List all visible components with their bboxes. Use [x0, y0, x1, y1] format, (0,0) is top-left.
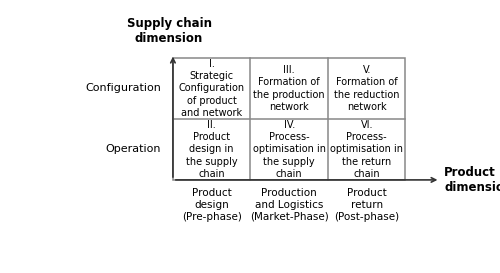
- Text: Product
return
(Post-phase): Product return (Post-phase): [334, 188, 400, 221]
- Text: V.
Formation of
the reduction
network: V. Formation of the reduction network: [334, 65, 400, 112]
- Bar: [173, 58, 406, 180]
- Text: VI.
Process-
optimisation in
the return
chain: VI. Process- optimisation in the return …: [330, 120, 403, 179]
- Text: Operation: Operation: [106, 144, 162, 155]
- Text: Product
dimension: Product dimension: [444, 166, 500, 194]
- Text: Configuration: Configuration: [86, 84, 162, 93]
- Text: II.
Product
design in
the supply
chain: II. Product design in the supply chain: [186, 120, 238, 179]
- Text: I.
Strategic
Configuration
of product
and network: I. Strategic Configuration of product an…: [178, 59, 244, 118]
- Text: IV.
Process-
optimisation in
the supply
chain: IV. Process- optimisation in the supply …: [252, 120, 326, 179]
- Text: Production
and Logistics
(Market-Phase): Production and Logistics (Market-Phase): [250, 188, 328, 221]
- Text: Supply chain
dimension: Supply chain dimension: [126, 17, 212, 45]
- Text: Product
design
(Pre-phase): Product design (Pre-phase): [182, 188, 242, 221]
- Text: III.
Formation of
the production
network: III. Formation of the production network: [254, 65, 325, 112]
